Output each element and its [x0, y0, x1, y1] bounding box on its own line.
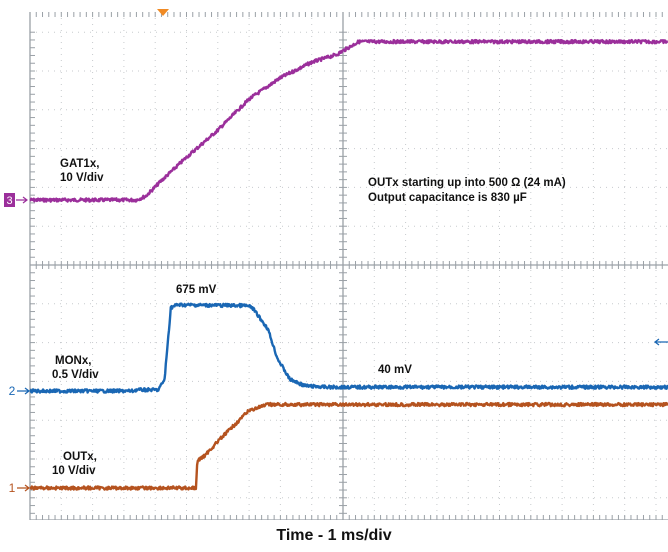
channel-markers: 3 2 1: [4, 9, 668, 495]
monx-peak-label: 675 mV: [176, 284, 217, 296]
gat1x-label-line2: 10 V/div: [60, 172, 104, 184]
monx-steady-label: 40 mV: [378, 364, 412, 376]
outx-label-line2: 10 V/div: [52, 465, 96, 477]
ch3-marker-label: 3: [6, 195, 12, 207]
trace-outx: [29, 401, 668, 491]
outx-label-line1: OUTx,: [63, 451, 97, 463]
condition-line-1: OUTx starting up into 500 Ω (24 mA): [368, 177, 566, 189]
annotations: GAT1x, 10 V/div OUTx starting up into 50…: [52, 158, 566, 477]
ch3-marker-box: [4, 193, 15, 207]
condition-line-2: Output capacitance is 830 µF: [368, 192, 527, 204]
gat1x-label-line1: GAT1x,: [60, 158, 99, 170]
graticule: [29, 12, 668, 520]
trace-gat1x: [29, 38, 668, 203]
ch2-marker-label: 2: [9, 384, 16, 398]
monx-label-line2: 0.5 V/div: [52, 369, 99, 381]
trigger-marker-icon: [157, 9, 169, 16]
ch1-arrow-icon: [17, 484, 30, 492]
ch3-arrow-icon: [16, 196, 28, 204]
ch1-marker-label: 1: [9, 481, 16, 495]
offscreen-arrow-icon: [654, 338, 668, 346]
x-axis-label: Time - 1 ms/div: [276, 527, 392, 544]
trace-monx: [29, 302, 668, 394]
monx-label-line1: MONx,: [55, 355, 91, 367]
ch2-arrow-icon: [17, 387, 30, 395]
oscilloscope-plot: GAT1x, 10 V/div OUTx starting up into 50…: [4, 9, 668, 520]
traces: [29, 38, 668, 491]
